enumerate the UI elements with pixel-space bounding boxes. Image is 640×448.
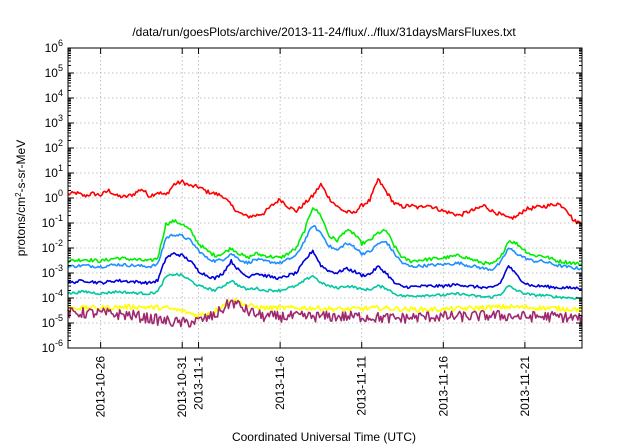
- y-tick-label: 106: [45, 38, 63, 55]
- y-tick-label-base: 10: [42, 291, 56, 305]
- x-tick-label: 2013-10-26: [94, 356, 108, 418]
- y-tick-label-exp: -1: [55, 213, 63, 223]
- series-line-4: [67, 272, 583, 300]
- y-tick-label-exp: 3: [58, 113, 63, 123]
- series-line-5: [67, 297, 583, 319]
- series-layer: [67, 178, 583, 328]
- y-tick-labels: 10-610-510-410-310-210-11001011021031041…: [42, 38, 63, 355]
- x-tick-label: 2013-11-21: [518, 356, 532, 417]
- y-tick-label-base: 10: [45, 66, 59, 80]
- y-axis-label-base: protons/cm: [14, 197, 28, 256]
- y-tick-label: 10-6: [42, 338, 63, 355]
- series-line-0: [67, 178, 583, 226]
- x-tick-label: 2013-11-6: [273, 356, 287, 410]
- y-tick-label-base: 10: [45, 91, 59, 105]
- y-tick-label-base: 10: [42, 266, 56, 280]
- y-tick-label: 10-4: [42, 288, 63, 305]
- y-tick-label-exp: -2: [55, 238, 63, 248]
- x-tick-label: 2013-11-16: [436, 356, 450, 417]
- y-tick-label-base: 10: [42, 216, 56, 230]
- y-tick-label: 105: [45, 63, 63, 80]
- chart-title: /data/run/goesPlots/archive/2013-11-24/f…: [132, 25, 516, 39]
- y-tick-label: 101: [45, 163, 63, 180]
- x-axis-label: Coordinated Universal Time (UTC): [232, 430, 416, 444]
- y-tick-label-exp: 4: [58, 88, 63, 98]
- y-tick-label-exp: 1: [58, 163, 63, 173]
- y-tick-label: 10-3: [42, 263, 63, 280]
- y-tick-label-exp: -6: [55, 338, 63, 348]
- grid-layer: [68, 48, 582, 348]
- y-tick-label-base: 10: [45, 141, 59, 155]
- x-tick-labels: 2013-10-26 2013-10-31 2013-11-1 2013-11-6 20…: [94, 356, 532, 418]
- y-tick-label-base: 10: [42, 316, 56, 330]
- y-tick-label-exp: 0: [58, 188, 63, 198]
- series-line-2: [67, 224, 583, 271]
- series-line-1: [67, 207, 583, 267]
- x-tick-label: 2013-10-31: [175, 356, 189, 418]
- series-line-3: [67, 249, 583, 290]
- y-tick-label: 103: [45, 113, 63, 130]
- y-axis-label: protons/cm2-s-sr-MeV: [14, 140, 29, 256]
- axis-layer: [67, 47, 583, 349]
- y-tick-label-exp: -3: [55, 263, 63, 273]
- y-tick-label-base: 10: [45, 41, 59, 55]
- y-tick-label-exp: 2: [58, 138, 63, 148]
- x-tick-label: 2013-11-1: [192, 356, 206, 410]
- y-tick-label-exp: -4: [55, 288, 63, 298]
- y-tick-label-base: 10: [42, 341, 56, 355]
- series-line-6: [67, 299, 583, 328]
- y-tick-label-base: 10: [42, 241, 56, 255]
- y-tick-label: 10-1: [42, 213, 63, 230]
- y-tick-label: 100: [45, 188, 63, 205]
- y-tick-label-exp: 5: [58, 63, 63, 73]
- y-tick-label-base: 10: [45, 166, 59, 180]
- y-tick-label-exp: -5: [55, 313, 63, 323]
- y-tick-label: 102: [45, 138, 63, 155]
- y-tick-label-base: 10: [45, 116, 59, 130]
- x-tick-label: 2013-11-11: [355, 356, 369, 416]
- y-tick-label: 10-2: [42, 238, 63, 255]
- y-tick-label-exp: 6: [58, 38, 63, 48]
- y-tick-label: 104: [45, 88, 63, 105]
- y-axis-label-rest: -s-sr-MeV: [14, 140, 28, 193]
- y-axis-label-sup: 2: [14, 192, 23, 197]
- y-tick-label: 10-5: [42, 313, 63, 330]
- y-tick-label-base: 10: [45, 191, 59, 205]
